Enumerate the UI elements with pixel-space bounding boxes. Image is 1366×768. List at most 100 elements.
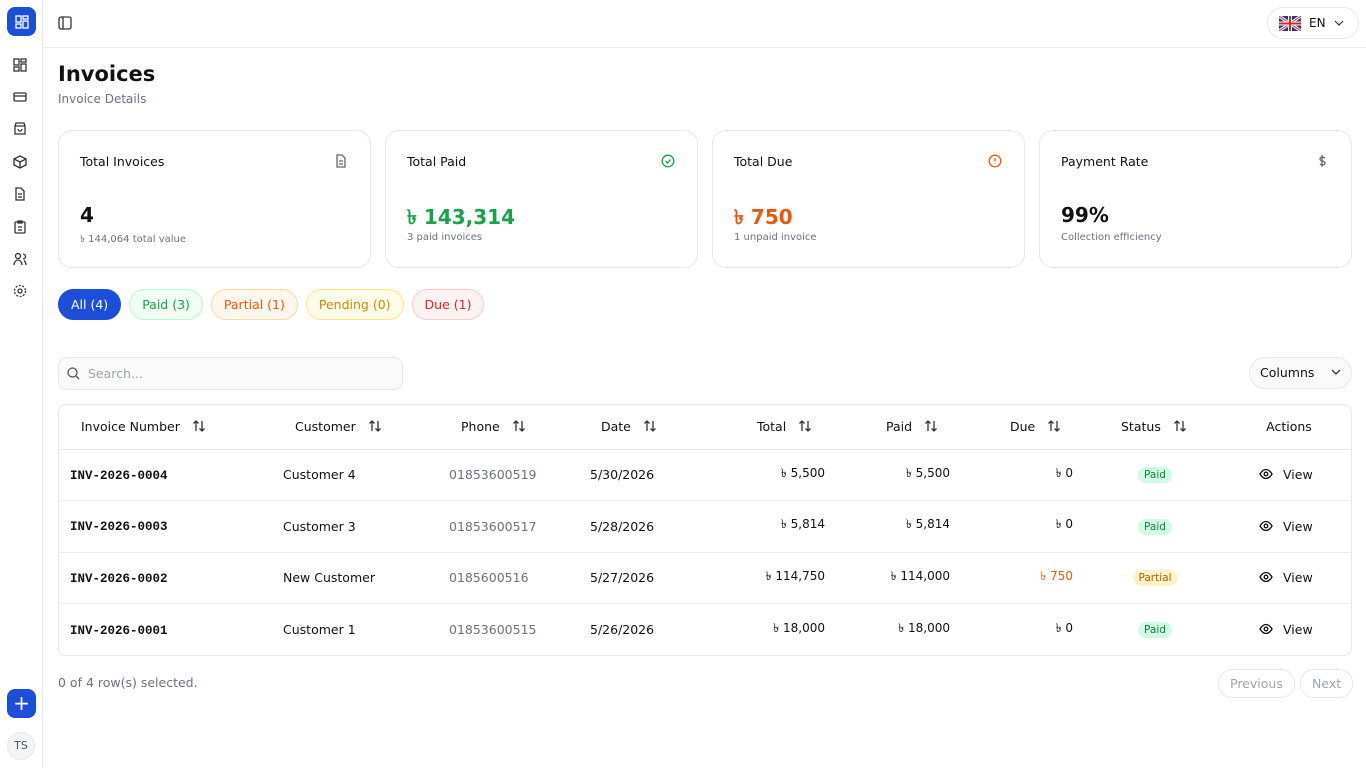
stat-note: 1 unpaid invoice [734,232,817,243]
language-select[interactable]: EN [1267,7,1359,39]
sort-icon [925,420,938,433]
column-header[interactable]: Date [577,405,697,450]
stat-value: 99% [1061,203,1109,227]
phone: 0185600516 [449,570,529,586]
search-icon [67,367,80,380]
column-label: Status [1121,419,1161,435]
filter-pill[interactable]: Paid (3) [129,289,203,320]
cell: Customer 3 [271,500,437,552]
avatar[interactable]: TS [7,732,35,760]
stat-card: Total Due ৳ 750 1 unpaid invoice [712,130,1025,268]
stat-card: Total Invoices 4 ৳ 144,064 total value [58,130,371,268]
cell: ৳ 18,000 [697,603,837,655]
stat-icon [1319,155,1326,167]
invoice-row: INV-2026-0003 Customer 3 01853600517 5/28/2… [59,500,1351,552]
column-header[interactable]: Phone [437,405,577,450]
cell: INV-2026-0001 [59,603,271,655]
stat-value: 4 [80,203,94,227]
nav-item[interactable] [13,220,29,236]
logo[interactable] [7,7,36,36]
table: Invoice Number Customer Phone Date Total Paid… [59,405,1351,655]
column-label: Due [1010,419,1036,435]
column-label: Date [601,419,631,435]
cell: 5/27/2026 [577,551,697,604]
view-label: View [1283,622,1313,637]
status-badge: Paid [1138,622,1172,638]
cell: 5/26/2026 [577,603,697,655]
invoice-row: INV-2026-0001 Customer 1 01853600515 5/26/2… [59,603,1351,655]
nav-item[interactable] [13,187,29,203]
view-button[interactable]: View [1259,519,1313,534]
invoice-number: INV-2026-0004 [70,468,168,483]
cell: Customer 1 [271,603,437,655]
nav-item[interactable] [13,122,29,138]
sidebar-toggle[interactable] [58,16,72,30]
stat-label: Total Paid [407,154,467,169]
cell: Paid [1085,603,1225,655]
nav-item[interactable] [13,58,29,74]
cell: INV-2026-0003 [59,500,271,552]
view-button[interactable]: View [1259,570,1313,585]
filter-pill[interactable]: Partial (1) [210,289,298,320]
nav-item[interactable] [13,90,29,106]
topbar: EN [43,0,1366,48]
search-placeholder: Search... [88,366,143,381]
stat-note: ৳ 144,064 total value [80,234,187,245]
sort-icon [192,420,205,433]
sidebar: + TS [0,0,43,768]
nav-item[interactable] [13,252,29,268]
phone: 01853600519 [449,467,537,483]
sort-icon [1173,420,1186,433]
column-header[interactable]: Paid [837,405,962,450]
column-header[interactable]: Status [1085,405,1225,450]
nav-item[interactable] [13,284,29,300]
nav-icon [14,220,26,234]
cell: Paid [1085,500,1225,552]
customer: Customer 3 [283,518,356,534]
eye-icon [1259,572,1273,583]
stat-label: Payment Rate [1061,154,1149,169]
view-button[interactable]: View [1259,622,1313,637]
sort-icon [368,420,381,433]
stat-note: 3 paid invoices [407,232,483,243]
total: ৳ 114,750 [765,568,825,583]
nav-item[interactable] [13,155,29,171]
nav-icon [13,252,27,266]
cell: ৳ 5,500 [837,449,962,501]
cell: 01853600517 [437,500,577,552]
next-button[interactable]: Next [1300,669,1354,698]
view-button[interactable]: View [1259,467,1313,482]
stat-icon [988,154,1002,168]
column-label: Phone [461,419,500,435]
flag [1279,15,1301,31]
column-header[interactable]: Due [962,405,1085,450]
filter-pill[interactable]: Due (1) [411,289,485,320]
nav-icon [13,58,27,72]
column-header: Actions [1225,405,1351,450]
customer: New Customer [283,570,375,586]
add-button[interactable]: + [7,689,36,718]
column-header[interactable]: Total [697,405,837,450]
due: ৳ 0 [1055,465,1073,480]
cell: 01853600519 [437,449,577,501]
column-header[interactable]: Invoice Number [59,405,271,450]
cell: View [1225,449,1351,501]
phone: 01853600515 [449,622,537,637]
invoice-number: INV-2026-0003 [70,520,168,535]
filter-pill[interactable]: All (4) [58,289,122,320]
cell: ৳ 750 [962,551,1085,604]
column-header[interactable]: Customer [271,405,437,450]
previous-button[interactable]: Previous [1218,669,1295,698]
cell: ৳ 114,750 [697,551,837,604]
stat-icon [336,154,346,168]
eye-icon [1259,520,1273,531]
cell: View [1225,603,1351,655]
columns-button[interactable]: Columns [1249,357,1352,389]
invoice-number: INV-2026-0001 [70,623,168,638]
cell: Customer 4 [271,449,437,501]
language: EN [1309,16,1326,30]
filter-pill[interactable]: Pending (0) [305,289,404,320]
search-input[interactable]: Search... [58,357,403,390]
total: ৳ 18,000 [773,620,825,635]
